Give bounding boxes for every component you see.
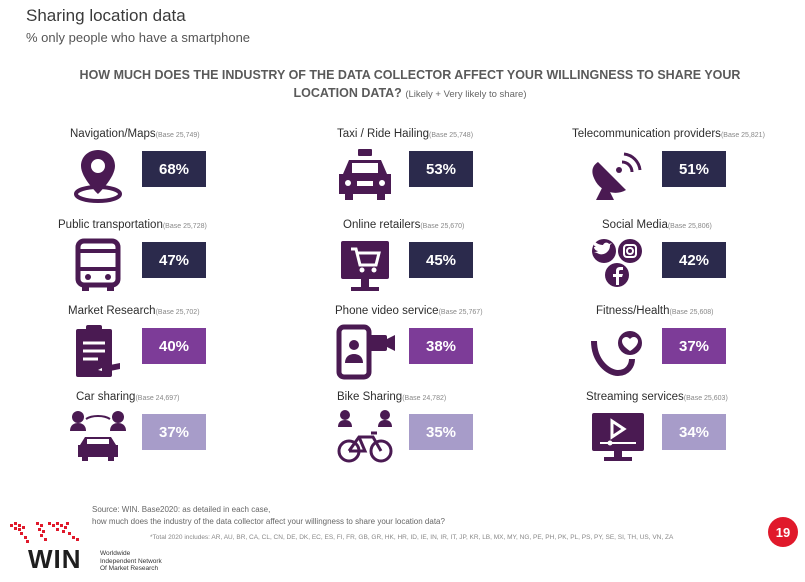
social-media-icon: [592, 239, 642, 287]
logo-sub-line-3: Of Market Research: [100, 565, 159, 572]
industry-name: Online retailers: [343, 219, 421, 231]
countries-footnote: *Total 2020 includes: AR, AU, BR, CA, CL…: [150, 534, 674, 541]
industry-label: Bike Sharing(Base 24,782): [337, 391, 446, 403]
industry-name: Navigation/Maps: [70, 128, 156, 140]
industry-base: (Base 25,821): [720, 132, 765, 139]
streaming-monitor-icon: [592, 413, 644, 461]
industry-cell: Phone video service(Base 25,767) 38%: [325, 305, 585, 391]
industry-label: Taxi / Ride Hailing(Base 25,748): [337, 128, 473, 140]
taxi-icon: [339, 149, 391, 200]
industry-cell: Taxi / Ride Hailing(Base 25,748) 53%: [325, 128, 585, 214]
question-line-1: HOW MUCH DOES THE INDUSTRY OF THE DATA C…: [79, 68, 741, 82]
industry-cell: Online retailers(Base 25,670) 45%: [325, 219, 585, 305]
industry-cell: Public transportation(Base 25,728) 47%: [58, 219, 318, 305]
bike-sharing-icon: [337, 410, 393, 463]
phone-video-icon: [336, 324, 395, 380]
industry-base: (Base 25,767): [438, 309, 483, 316]
industry-cell: Market Research(Base 25,702) 40%: [58, 305, 318, 391]
industry-cell: Streaming services(Base 25,603) 34%: [578, 391, 805, 477]
industry-base: (Base 24,697): [135, 395, 180, 402]
win-logo-subtitle: Worldwide Independent Network Of Market …: [100, 550, 162, 573]
industry-base: (Base 25,748): [429, 132, 474, 139]
world-map-logo-icon: [10, 522, 79, 543]
industry-name: Car sharing: [76, 391, 136, 403]
industry-name: Public transportation: [58, 219, 163, 231]
industry-cell: Social Media(Base 25,806) 42%: [578, 219, 805, 305]
heart-pin-icon: [591, 331, 642, 377]
industry-name: Fitness/Health: [596, 305, 670, 317]
industry-base: (Base 25,728): [162, 223, 207, 230]
industry-name: Streaming services: [586, 391, 684, 403]
industry-name: Bike Sharing: [337, 391, 403, 403]
win-logo-text: WIN: [28, 544, 82, 574]
industry-base: (Base 25,749): [155, 132, 200, 139]
value-box: 42%: [662, 242, 726, 278]
logo-sub-line-2: Independent Network: [100, 557, 162, 565]
value-box: 40%: [142, 328, 206, 364]
value-box: 37%: [662, 328, 726, 364]
industry-label: Navigation/Maps(Base 25,749): [70, 128, 200, 140]
industry-cell: Bike Sharing(Base 24,782) 35%: [325, 391, 585, 477]
industry-label: Fitness/Health(Base 25,608): [596, 305, 714, 317]
industry-base: (Base 24,782): [402, 395, 447, 402]
industry-label: Online retailers(Base 25,670): [343, 219, 464, 231]
shopping-cart-screen-icon: [341, 241, 389, 291]
value-box: 51%: [662, 151, 726, 187]
satellite-dish-icon: [592, 152, 642, 200]
value-box: 34%: [662, 414, 726, 450]
page-number-badge: 19: [768, 517, 798, 547]
industry-cell: Telecommunication providers(Base 25,821)…: [572, 128, 805, 214]
logo-sub-line-1: Worldwide: [100, 550, 131, 557]
value-box: 37%: [142, 414, 206, 450]
industry-label: Market Research(Base 25,702): [68, 305, 200, 317]
industry-label: Car sharing(Base 24,697): [76, 391, 179, 403]
industry-label: Social Media(Base 25,806): [602, 219, 712, 231]
question-line-2-text: LOCATION DATA?: [293, 86, 402, 100]
industry-name: Social Media: [602, 219, 668, 231]
value-box: 68%: [142, 151, 206, 187]
car-sharing-icon: [70, 411, 126, 461]
industry-base: (Base 25,806): [667, 223, 712, 230]
value-box: 35%: [409, 414, 473, 450]
page-title: Sharing location data: [26, 6, 186, 25]
industry-name: Telecommunication providers: [572, 128, 721, 140]
industry-label: Telecommunication providers(Base 25,821): [572, 128, 765, 140]
value-box: 45%: [409, 242, 473, 278]
industry-cell: Navigation/Maps(Base 25,749) 68%: [58, 128, 318, 214]
value-box: 38%: [409, 328, 473, 364]
value-box: 47%: [142, 242, 206, 278]
page-subtitle: % only people who have a smartphone: [26, 30, 251, 45]
question-line-2: LOCATION DATA? (Likely + Very likely to …: [60, 84, 760, 104]
source-line-2: how much does the industry of the data c…: [92, 517, 445, 526]
industry-cell: Fitness/Health(Base 25,608) 37%: [578, 305, 805, 391]
industry-base: (Base 25,670): [420, 223, 465, 230]
question-note: (Likely + Very likely to share): [405, 89, 527, 100]
bus-icon: [75, 238, 121, 291]
industry-name: Phone video service: [335, 305, 439, 317]
industry-label: Public transportation(Base 25,728): [58, 219, 207, 231]
location-pin-icon: [74, 150, 122, 203]
industry-base: (Base 25,608): [669, 309, 714, 316]
industry-name: Taxi / Ride Hailing: [337, 128, 430, 140]
clipboard-icon: [76, 325, 120, 377]
industry-cell: Car sharing(Base 24,697) 37%: [58, 391, 318, 477]
industry-name: Market Research: [68, 305, 156, 317]
industry-label: Streaming services(Base 25,603): [586, 391, 728, 403]
industry-label: Phone video service(Base 25,767): [335, 305, 483, 317]
question-heading: HOW MUCH DOES THE INDUSTRY OF THE DATA C…: [60, 66, 760, 104]
value-box: 53%: [409, 151, 473, 187]
source-line-1: Source: WIN. Base2020: as detailed in ea…: [92, 505, 271, 514]
industry-base: (Base 25,603): [683, 395, 728, 402]
industry-base: (Base 25,702): [155, 309, 200, 316]
source-note: Source: WIN. Base2020: as detailed in ea…: [92, 504, 445, 528]
